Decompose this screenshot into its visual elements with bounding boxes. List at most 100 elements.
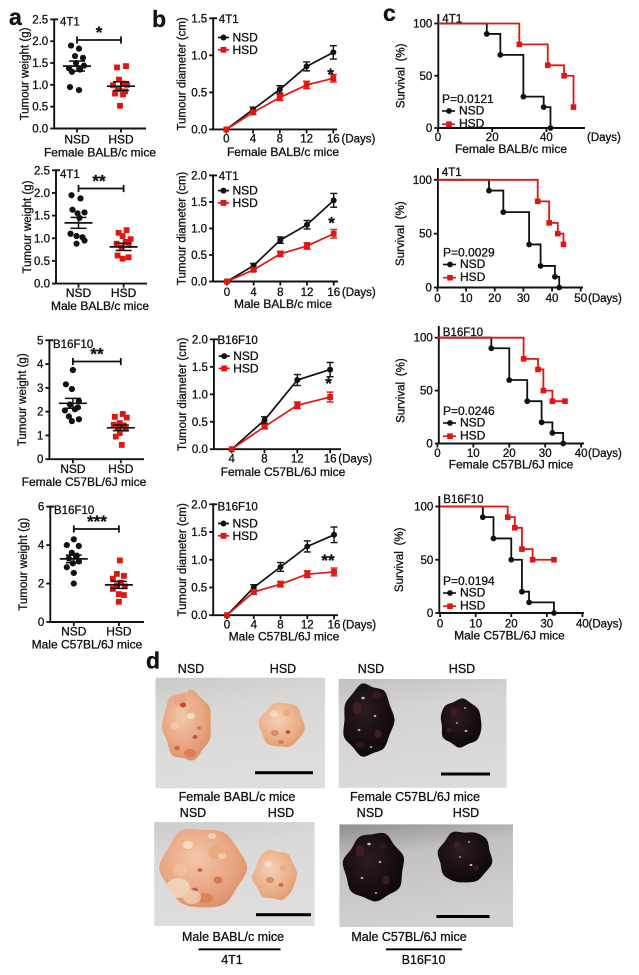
svg-text:4T1: 4T1 (442, 167, 462, 179)
svg-text:HSD: HSD (111, 286, 137, 300)
svg-text:40: 40 (546, 293, 559, 305)
svg-text:1.0: 1.0 (191, 223, 207, 235)
svg-text:40: 40 (575, 448, 588, 460)
svg-text:NSD: NSD (180, 806, 206, 820)
svg-text:*: * (325, 374, 332, 393)
svg-text:Survival (%): Survival (%) (394, 527, 406, 592)
svg-text:1: 1 (37, 430, 43, 442)
svg-text:HSD: HSD (268, 806, 294, 820)
svg-text:100: 100 (413, 19, 432, 31)
svg-text:2.0: 2.0 (192, 334, 208, 346)
svg-text:HSD: HSD (106, 625, 132, 639)
svg-text:0: 0 (434, 293, 440, 305)
svg-text:Male BALB/c mice: Male BALB/c mice (234, 297, 332, 311)
svg-text:6: 6 (38, 502, 44, 514)
svg-text:Tumour diameter (cm): Tumour diameter (cm) (177, 172, 189, 285)
svg-text:B16F10: B16F10 (443, 494, 483, 506)
svg-text:16: 16 (327, 287, 340, 299)
svg-text:1.0: 1.0 (34, 233, 50, 245)
svg-text:0: 0 (426, 123, 432, 135)
svg-text:50: 50 (419, 229, 432, 241)
svg-text:P=0.0029: P=0.0029 (443, 246, 495, 260)
svg-text:0.0: 0.0 (191, 277, 207, 289)
svg-text:NSD: NSD (459, 104, 485, 118)
svg-text:2: 2 (38, 579, 44, 591)
svg-text:100: 100 (413, 175, 432, 187)
svg-text:1.0: 1.0 (191, 50, 207, 62)
svg-text:0.0: 0.0 (191, 124, 207, 136)
svg-text:0.5: 0.5 (191, 583, 207, 595)
svg-text:Tumour diameter (cm): Tumour diameter (cm) (177, 17, 189, 130)
svg-text:10: 10 (469, 619, 482, 631)
svg-text:NSD: NSD (358, 662, 384, 676)
svg-text:Survival (%): Survival (%) (396, 43, 408, 108)
svg-text:NSD: NSD (460, 416, 486, 430)
svg-text:4T1: 4T1 (221, 953, 243, 967)
svg-text:2.0: 2.0 (191, 170, 207, 182)
svg-text:NSD: NSD (233, 184, 259, 198)
svg-text:12: 12 (301, 287, 314, 299)
svg-text:***: *** (87, 512, 107, 531)
svg-text:**: ** (92, 172, 106, 191)
svg-text:P=0.0121: P=0.0121 (442, 92, 494, 106)
svg-text:16: 16 (328, 620, 341, 632)
svg-text:Tumour weight (g): Tumour weight (g) (18, 518, 30, 611)
svg-text:B16F10: B16F10 (218, 502, 258, 514)
svg-text:HSD: HSD (460, 599, 486, 613)
svg-text:HSD: HSD (449, 662, 475, 676)
svg-text:8: 8 (277, 134, 283, 146)
svg-text:0: 0 (224, 620, 230, 632)
svg-text:0: 0 (427, 608, 433, 620)
svg-text:0.0: 0.0 (32, 124, 48, 136)
svg-text:4T1: 4T1 (60, 17, 80, 29)
svg-text:NSD: NSD (233, 31, 259, 45)
svg-text:Tumour diameter (cm): Tumour diameter (cm) (177, 337, 189, 450)
svg-text:NSD: NSD (460, 257, 486, 271)
svg-text:NSD: NSD (233, 517, 259, 531)
svg-text:1.5: 1.5 (192, 362, 208, 374)
svg-text:50: 50 (574, 293, 587, 305)
svg-text:10: 10 (467, 448, 480, 460)
svg-text:HSD: HSD (233, 196, 259, 210)
svg-text:1.5: 1.5 (34, 211, 50, 223)
svg-text:5: 5 (37, 335, 43, 347)
svg-text:0: 0 (426, 439, 432, 451)
svg-text:1.5: 1.5 (191, 527, 207, 539)
svg-text:0: 0 (38, 617, 44, 629)
svg-text:0: 0 (435, 132, 441, 144)
svg-text:30: 30 (540, 619, 553, 631)
svg-text:30: 30 (539, 448, 552, 460)
svg-text:0: 0 (37, 454, 43, 466)
svg-text:Female BALB/c mice: Female BALB/c mice (227, 145, 339, 159)
svg-text:2.5: 2.5 (34, 165, 50, 177)
svg-text:4T1: 4T1 (219, 14, 239, 26)
svg-text:HSD: HSD (233, 43, 259, 57)
svg-text:Male C57BL/6J mice: Male C57BL/6J mice (32, 638, 143, 652)
svg-text:**: ** (321, 551, 335, 570)
svg-text:8: 8 (277, 620, 283, 632)
svg-text:**: ** (90, 345, 104, 364)
svg-text:0.5: 0.5 (34, 256, 50, 268)
svg-text:4T1: 4T1 (442, 14, 462, 26)
svg-text:Female BALB/c mice: Female BALB/c mice (455, 142, 567, 156)
svg-text:HSD: HSD (233, 529, 259, 543)
svg-text:4: 4 (250, 134, 257, 146)
svg-text:HSD: HSD (459, 117, 485, 131)
svg-text:12: 12 (300, 134, 313, 146)
svg-text:1.0: 1.0 (32, 80, 48, 92)
svg-text:Male C57BL/6J mice: Male C57BL/6J mice (229, 630, 340, 644)
svg-text:b: b (152, 6, 166, 32)
svg-text:3: 3 (37, 383, 43, 395)
svg-text:0.5: 0.5 (192, 417, 208, 429)
svg-text:Tumour weight (g): Tumour weight (g) (17, 353, 29, 446)
svg-text:Survival (%): Survival (%) (395, 201, 407, 266)
svg-text:4T1: 4T1 (219, 171, 239, 183)
svg-text:HSD: HSD (460, 429, 486, 443)
svg-text:HSD: HSD (233, 361, 259, 375)
svg-text:0.5: 0.5 (32, 102, 48, 114)
svg-text:(Days): (Days) (588, 293, 622, 305)
svg-text:(Days): (Days) (588, 448, 622, 460)
svg-text:HSD: HSD (453, 806, 479, 820)
svg-text:HSD: HSD (460, 270, 486, 284)
svg-text:0: 0 (437, 619, 443, 631)
